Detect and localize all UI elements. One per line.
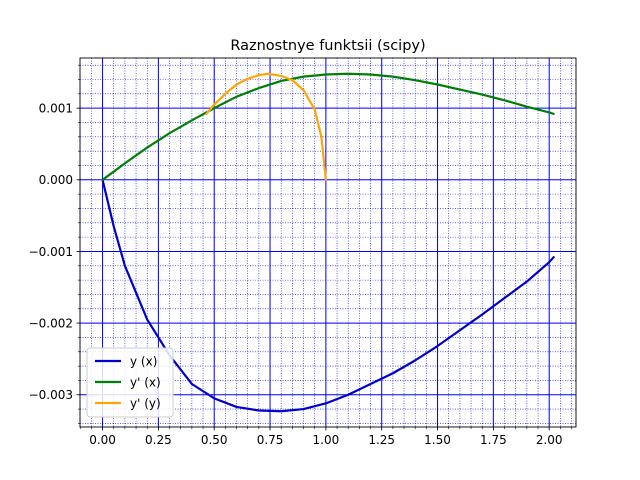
x-tick-label: 1.50 xyxy=(424,433,451,447)
series-line xyxy=(205,72,327,181)
series-layer xyxy=(101,72,555,413)
x-tick-label: 1.75 xyxy=(480,433,507,447)
x-tick-label: 0.75 xyxy=(257,433,284,447)
x-tick-label: 1.00 xyxy=(313,433,340,447)
legend-label: y' (y) xyxy=(130,396,161,410)
y-tick-label: −0.003 xyxy=(29,388,73,402)
chart-title: Raznostnye funktsii (scipy) xyxy=(230,38,425,54)
x-tick-label: 2.00 xyxy=(536,433,563,447)
x-tick-label: 0.25 xyxy=(145,433,172,447)
axes-frame xyxy=(79,57,577,428)
y-tick-label: 0.000 xyxy=(39,173,73,187)
legend: y (x) y' (x) y' (y) xyxy=(86,347,174,418)
legend-label: y (x) xyxy=(130,354,157,368)
legend-box xyxy=(86,347,174,418)
x-tick-label: 0.50 xyxy=(201,433,228,447)
legend-label: y' (x) xyxy=(130,375,161,389)
x-tick-label: 1.25 xyxy=(368,433,395,447)
ticks-layer: 0.00 0.25 0.50 0.75 1.00 1.25 1.50 1.75 2.00 −0.0… xyxy=(29,64,572,447)
series-line xyxy=(101,72,555,181)
y-tick-label: −0.002 xyxy=(29,316,73,330)
y-tick-label: 0.001 xyxy=(39,101,73,115)
x-tick-label: 0.00 xyxy=(89,433,116,447)
series-line xyxy=(101,178,555,413)
y-tick-label: −0.001 xyxy=(29,245,73,259)
